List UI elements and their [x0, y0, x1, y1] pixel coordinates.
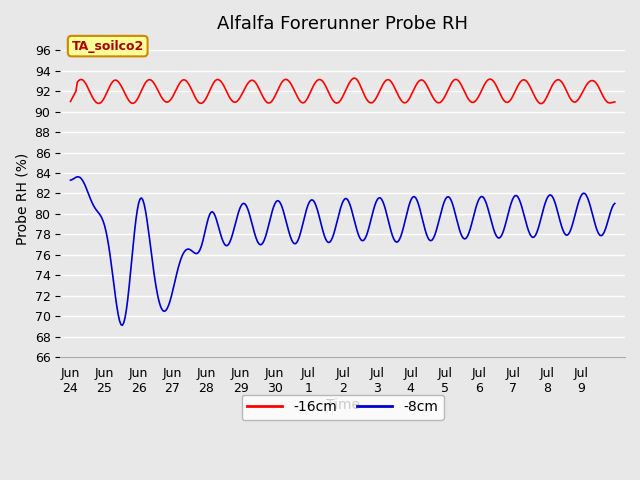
Text: TA_soilco2: TA_soilco2 — [72, 40, 144, 53]
-16cm — [463, 95, 471, 100]
-8cm — [246, 215, 254, 221]
-16cm — [611, 99, 619, 105]
-8cm — [462, 235, 470, 241]
-8cm — [118, 323, 126, 328]
Legend: -16cm, -8cm: -16cm, -8cm — [241, 395, 444, 420]
-16cm — [67, 98, 74, 104]
Line: -8cm: -8cm — [70, 177, 615, 325]
-16cm — [350, 75, 358, 81]
Line: -16cm: -16cm — [70, 78, 615, 104]
-8cm — [67, 177, 74, 183]
-16cm — [282, 76, 290, 82]
X-axis label: Time: Time — [326, 397, 360, 411]
Y-axis label: Probe RH (%): Probe RH (%) — [15, 153, 29, 245]
-16cm — [244, 81, 252, 86]
-16cm — [538, 101, 545, 107]
-8cm — [412, 195, 419, 201]
-8cm — [285, 228, 292, 234]
-8cm — [135, 200, 143, 206]
-16cm — [132, 98, 140, 104]
-16cm — [461, 89, 468, 95]
-16cm — [410, 86, 418, 92]
-8cm — [611, 201, 619, 206]
-8cm — [74, 174, 81, 180]
-8cm — [465, 230, 473, 236]
Title: Alfalfa Forerunner Probe RH: Alfalfa Forerunner Probe RH — [217, 15, 468, 33]
